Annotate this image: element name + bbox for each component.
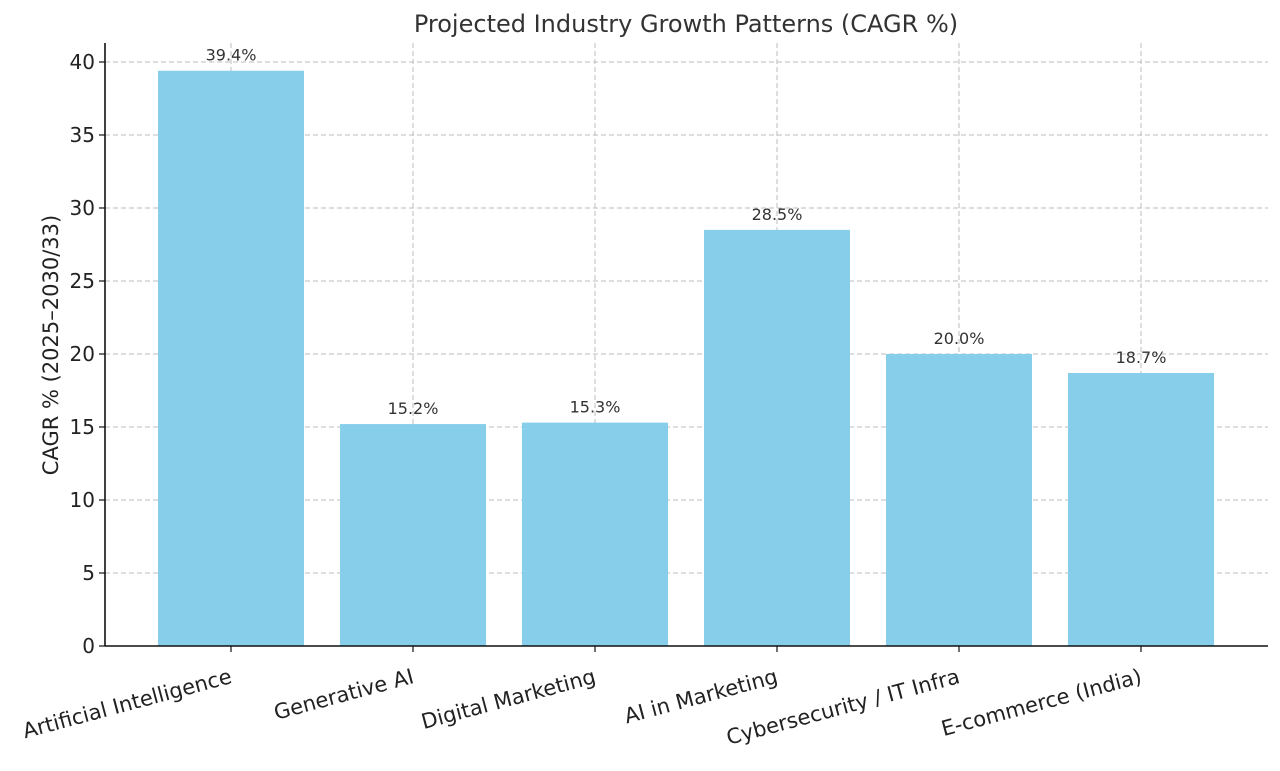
ticks-layer	[99, 61, 1142, 652]
bar-value-label: 18.7%	[1116, 348, 1167, 367]
bar	[1068, 372, 1214, 646]
y-tick-label: 5	[82, 561, 95, 585]
y-axis-label: CAGR % (2025–2030/33)	[39, 215, 63, 475]
x-tick-label: Digital Marketing	[419, 664, 599, 734]
y-tick-label: 15	[70, 415, 95, 439]
y-tick-label: 20	[70, 342, 95, 366]
y-tick-label: 30	[70, 196, 95, 220]
bar-value-label: 15.3%	[570, 398, 621, 417]
bar-value-label: 39.4%	[206, 46, 257, 65]
bars-layer	[158, 70, 1214, 647]
y-tick-label: 25	[70, 269, 95, 293]
bar-value-label: 20.0%	[934, 329, 985, 348]
bar	[704, 229, 850, 646]
bar	[522, 422, 668, 646]
bar	[340, 424, 486, 646]
x-tick-label: Generative AI	[271, 664, 416, 724]
y-tick-label: 35	[70, 123, 95, 147]
bar	[158, 70, 304, 647]
chart-title: Projected Industry Growth Patterns (CAGR…	[414, 10, 958, 38]
y-tick-label: 10	[70, 488, 95, 512]
x-tick-label: Artificial Intelligence	[20, 664, 234, 743]
axes-layer	[104, 43, 1268, 647]
y-tick-label: 0	[82, 634, 95, 658]
bar-value-label: 28.5%	[752, 205, 803, 224]
bar-value-label: 15.2%	[388, 399, 439, 418]
y-tick-label: 40	[70, 50, 95, 74]
x-tick-label: E-commerce (India)	[939, 664, 1144, 741]
bar	[886, 353, 1032, 646]
